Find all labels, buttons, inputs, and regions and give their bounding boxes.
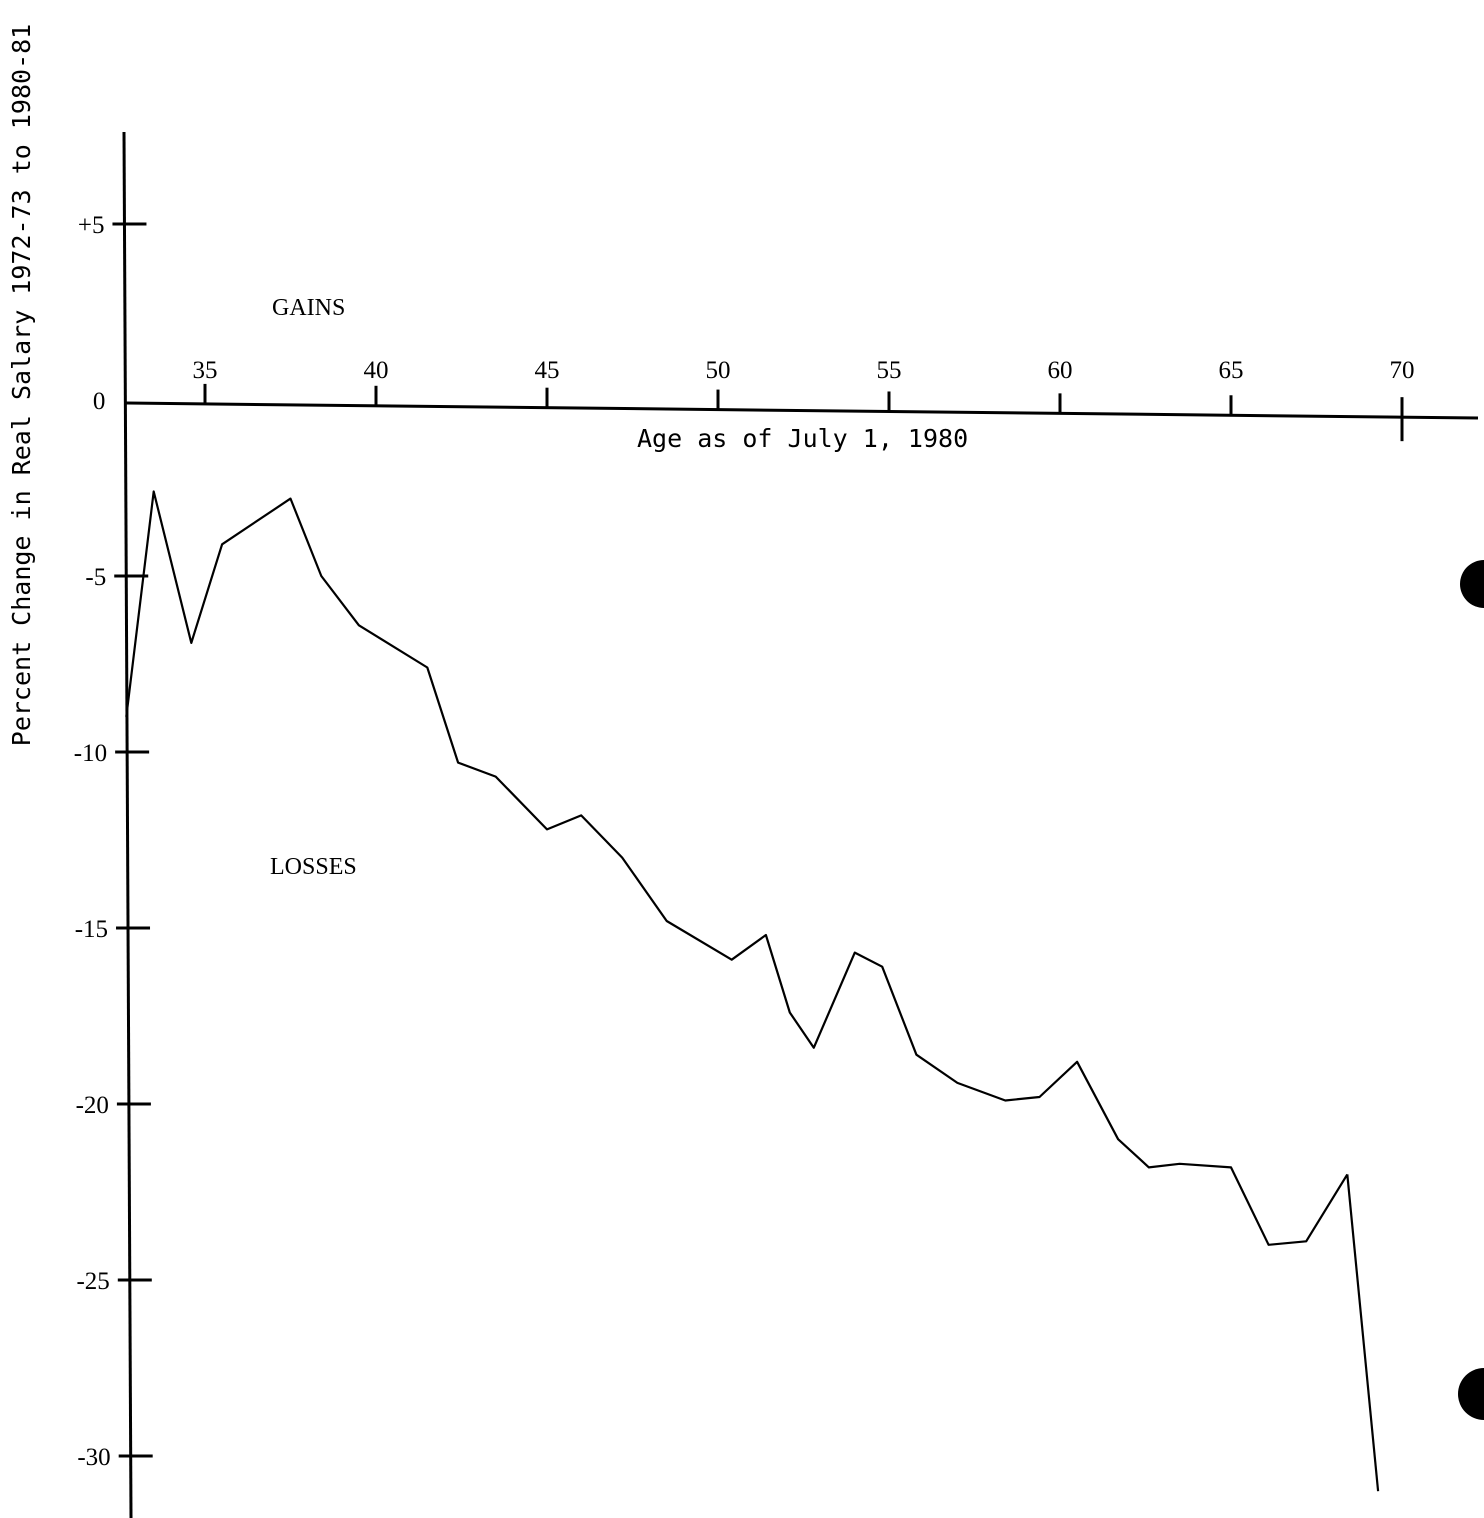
series-line-2 [1346, 1174, 1380, 1492]
x-tick-label: 50 [706, 357, 731, 384]
y-axis-line [122, 131, 133, 1518]
x-axis [123, 401, 1479, 420]
x-tick-label: 65 [1219, 357, 1244, 384]
x-ticks: 35 40 45 50 55 60 65 70 [193, 357, 1415, 442]
y-tick-label: +5 [78, 212, 105, 239]
y-tick-label: -5 [85, 564, 106, 591]
y-tick-label: -30 [77, 1444, 110, 1471]
x-axis-line [123, 401, 1479, 420]
y-tick-label: -15 [75, 916, 108, 943]
y-ticks: +5 0 -5 -10 -15 -20 -25 -30 [74, 212, 153, 1471]
x-tick-label: 45 [535, 357, 560, 384]
x-axis-title: Age as of July 1, 1980 [637, 424, 968, 453]
y-tick-label: 0 [93, 388, 106, 415]
y-axis [122, 131, 133, 1518]
x-tick-label: 35 [193, 357, 218, 384]
losses-label: LOSSES [270, 854, 357, 880]
y-tick-label: -20 [76, 1092, 109, 1119]
x-tick-label: 55 [877, 357, 902, 384]
data-series [125, 490, 1380, 1492]
gains-label: GAINS [272, 295, 345, 321]
x-tick-label: 70 [1390, 357, 1415, 384]
binder-hole-top [1460, 560, 1484, 608]
x-tick-label: 60 [1048, 357, 1073, 384]
binder-hole-bottom [1458, 1368, 1484, 1420]
series-line-1 [125, 490, 1349, 1246]
y-tick-label: -10 [74, 740, 107, 767]
y-tick-label: -25 [76, 1268, 109, 1295]
y-axis-title: Percent Change in Real Salary 1972-73 to… [7, 24, 36, 746]
x-tick-label: 40 [364, 357, 389, 384]
